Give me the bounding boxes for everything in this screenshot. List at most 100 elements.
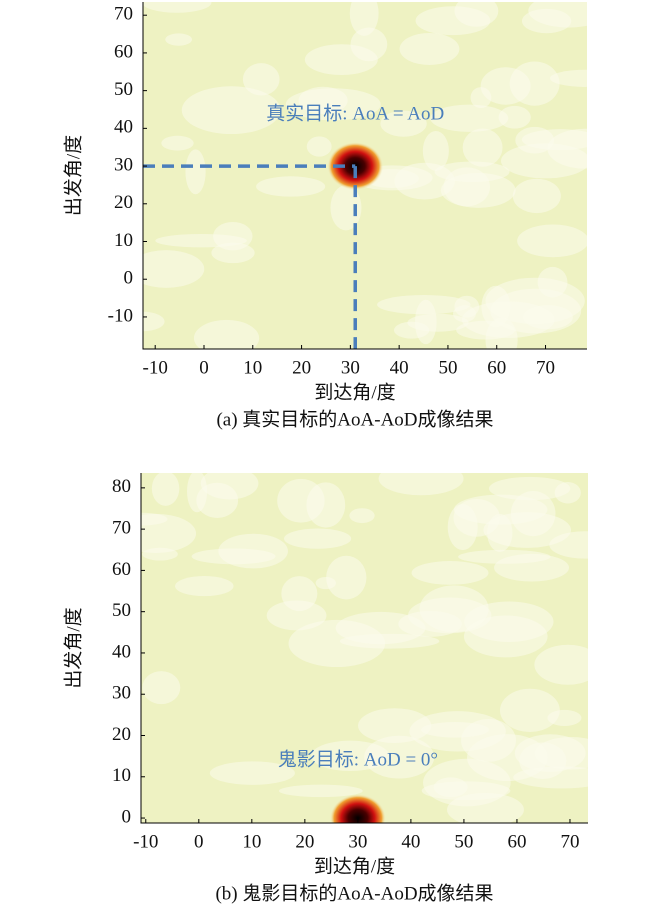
texture [349,2,379,36]
x-tick-label: 70 [536,357,555,378]
y-tick-label: 70 [114,4,133,25]
texture [143,311,165,332]
x-tick-label: 20 [295,831,314,852]
x-tick-label: 70 [560,831,579,852]
texture [193,319,260,349]
texture [393,321,430,339]
y-tick-label: 30 [112,683,131,704]
caption: (a) 真实目标的AoA-AoD成像结果 [216,408,493,430]
x-tick-label: -10 [143,357,168,378]
texture [306,136,332,157]
texture [209,761,295,785]
texture [141,513,197,554]
heatmap [143,2,587,349]
texture [440,172,516,208]
y-tick-label: 30 [114,154,133,175]
texture [398,610,462,637]
texture [218,533,288,569]
x-tick-label: 40 [401,831,420,852]
y-tick-label: 70 [112,517,131,538]
texture [298,86,348,115]
x-tick-label: 0 [199,357,209,378]
texture [517,224,587,258]
peak [329,794,386,823]
texture [534,644,588,685]
y-tick-label: 50 [114,79,133,100]
axis-line [142,2,587,350]
texture [326,555,367,600]
caption: (b) 鬼影目标的AoA-AoD成像结果 [215,882,493,904]
texture [515,126,555,154]
texture [380,110,427,137]
texture [421,721,489,738]
x-tick-label: 0 [194,831,204,852]
heatmap [141,473,588,823]
texture [470,87,492,109]
x-axis-label: 到达角/度 [314,855,395,877]
texture [512,178,561,214]
texture [266,600,327,631]
texture [142,671,181,705]
texture [483,512,572,548]
x-tick-label: 60 [507,831,526,852]
texture [488,476,571,501]
texture [349,508,375,524]
texture [364,735,435,779]
texture [467,734,548,782]
y-axis-label: 出发角/度 [62,135,84,216]
texture [165,33,193,46]
y-tick-label: 20 [114,192,133,213]
texture [447,504,478,551]
annotation: 鬼影目标: AoD = 0° [278,748,438,770]
x-tick-label: -10 [133,831,158,852]
texture [550,69,587,87]
texture [185,149,206,195]
texture [350,27,388,62]
axis-line [140,473,588,824]
y-tick-label: 10 [112,765,131,786]
texture [462,128,503,167]
y-tick-label: 0 [124,268,134,289]
texture [499,688,560,732]
y-tick-label: 20 [112,724,131,745]
texture [454,2,499,27]
texture [399,32,460,66]
x-axis-label: 到达角/度 [314,381,395,403]
x-tick-label: 10 [242,831,261,852]
texture [509,61,560,106]
texture [281,576,318,612]
texture [181,86,281,135]
x-tick-label: 20 [292,357,311,378]
y-tick-label: 40 [114,117,133,138]
x-tick-label: 50 [438,357,457,378]
texture [187,473,208,513]
y-tick-label: 50 [112,600,131,621]
x-tick-label: 30 [341,357,360,378]
texture [463,615,548,658]
x-tick-label: 30 [348,831,367,852]
texture [213,221,253,251]
texture [377,295,471,315]
annotation: 真实目标: AoA = AoD [266,102,444,124]
texture [278,784,363,798]
texture [143,2,212,13]
texture [430,104,509,132]
texture [200,473,259,500]
texture [242,63,280,96]
y-tick-label: 60 [114,41,133,62]
x-tick-label: 60 [487,357,506,378]
texture [434,161,510,183]
texture [447,792,524,823]
texture [411,561,489,585]
y-tick-label: 80 [112,476,131,497]
texture [142,547,178,561]
texture [458,549,551,564]
texture [175,576,234,597]
y-tick-label: 0 [122,806,132,827]
texture [277,478,325,523]
texture [452,305,476,323]
x-tick-label: 40 [390,357,409,378]
texture [143,250,205,288]
